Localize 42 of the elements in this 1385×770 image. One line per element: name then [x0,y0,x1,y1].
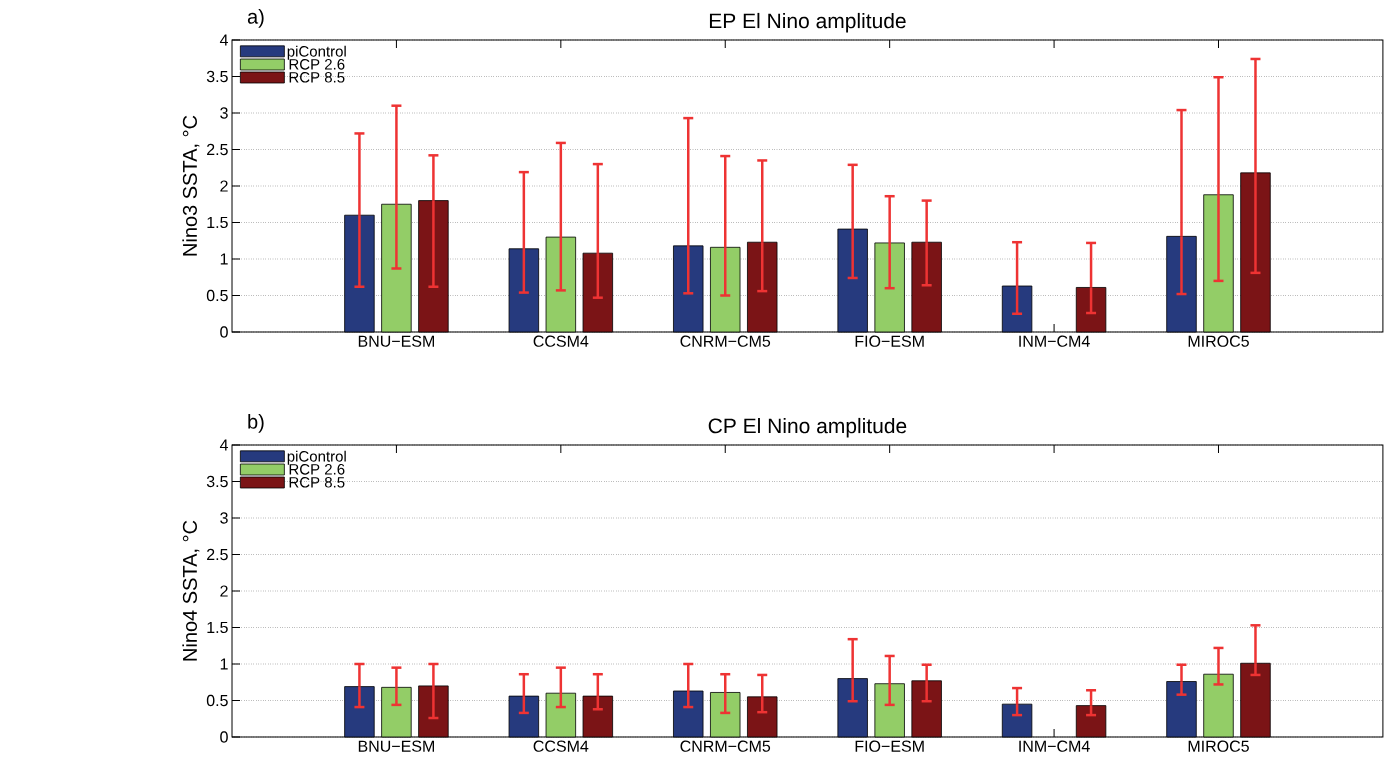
x-tick-label: BNU−ESM [358,740,434,752]
text: a) [247,9,264,28]
y-tick-label: 2.5 [207,548,228,561]
x-tick-label: FIO−ESM [855,740,924,752]
x-tick-label: CCSM4 [533,740,589,752]
y-tick-label: 2 [220,180,228,192]
y-tick-label: 1.5 [207,621,228,634]
y-tick-label: 3.5 [206,70,228,83]
chart-title: EP El Nino amplitude [709,12,906,33]
x-tick-label: CNRM−CM5 [680,335,771,347]
x-tick-label: MIROC5 [1188,740,1249,752]
y-tick-label: 3 [220,512,228,524]
x-tick-label: INM−CM4 [1019,740,1090,752]
legend-label: RCP 2.6 [289,464,345,475]
y-tick-label: 2.5 [207,143,228,156]
y-tick-label: 0.5 [206,694,228,707]
x-tick-label: CCSM4 [533,335,589,347]
legend-label: piControl [287,450,346,465]
x-tick-label: MIROC5 [1188,335,1249,347]
legend-label: piControl [287,45,346,60]
legend-label: RCP 8.5 [289,477,345,488]
y-tick-label: 3.5 [206,475,228,488]
y-tick-label: 1 [220,658,228,670]
legend-label: RCP 2.6 [289,59,345,70]
legend-label: RCP 8.5 [289,72,345,83]
y-tick-label: 2 [220,585,228,597]
x-tick-label: INM−CM4 [1019,335,1090,347]
y-tick-label: 0 [220,731,228,743]
y-tick-label: 0.5 [206,289,228,302]
x-tick-label: FIO−ESM [855,335,924,347]
y-tick-label: 3 [220,107,228,119]
y-axis-title: Nino4 SSTA, °C [182,520,200,661]
chart-title: CP El Nino amplitude [708,417,907,438]
y-axis-title: Nino3 SSTA, °C [182,115,200,256]
y-tick-label: 4 [219,439,228,451]
y-tick-label: 1 [220,253,228,265]
text: b) [248,414,264,433]
y-tick-label: 0 [220,326,228,338]
y-tick-label: 1.5 [207,216,228,229]
y-tick-label: 4 [219,34,228,46]
x-tick-label: BNU−ESM [358,335,434,347]
x-tick-label: CNRM−CM5 [680,740,771,752]
